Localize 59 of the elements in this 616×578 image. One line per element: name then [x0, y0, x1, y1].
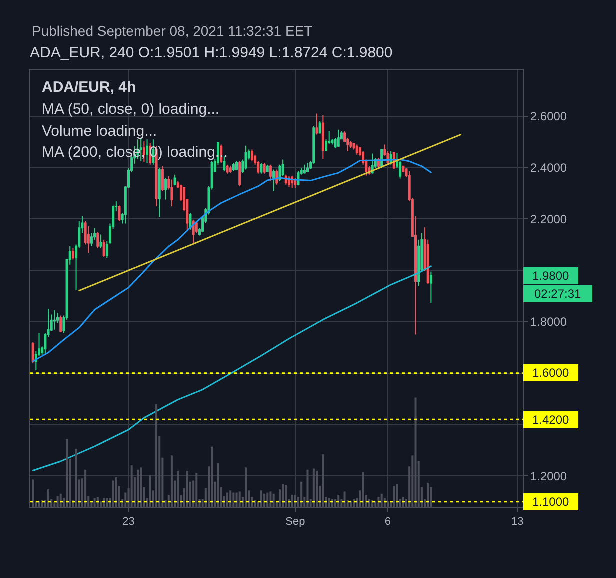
candlestick: [100, 234, 102, 249]
candlestick: [263, 162, 266, 174]
chart-title: ADA_EUR, 240 O:1.9501 H:1.9949 L:1.8724 C:1.9800: [30, 44, 393, 62]
candlestick: [303, 164, 306, 174]
candlestick: [32, 342, 34, 364]
candlestick: [316, 113, 318, 136]
ref-line-label: 1.1000: [532, 495, 570, 509]
x-tick-label: 13: [511, 516, 524, 528]
candlestick: [371, 153, 374, 174]
candlestick: [232, 162, 235, 172]
candlestick: [269, 164, 272, 182]
candlestick: [430, 271, 432, 304]
line-series: [32, 158, 432, 362]
candlestick: [322, 115, 324, 160]
candlestick: [356, 144, 358, 156]
candlestick: [53, 310, 56, 330]
candlestick: [226, 164, 229, 174]
y-tick-label: 2.4000: [530, 160, 568, 175]
x-tick-label: Sep: [286, 516, 306, 528]
candlestick: [192, 219, 195, 244]
candlestick: [266, 164, 269, 173]
candlestick: [189, 212, 192, 230]
candlestick: [161, 166, 164, 192]
text: 02:27:31: [534, 287, 582, 301]
y-tick-label: 1.8000: [530, 315, 568, 330]
annotation: MA (50, close, 0) loading...: [42, 101, 220, 118]
candlestick: [229, 165, 232, 174]
ref-line-label: 1.4200: [532, 413, 570, 427]
candlestick: [350, 140, 352, 149]
candlestick: [272, 169, 276, 192]
text: 1.9800: [532, 269, 570, 283]
annotation: ADA/EUR, 4h: [42, 79, 136, 96]
candlestick: [118, 205, 121, 222]
candlestick: [164, 178, 168, 200]
ref-line-label: 1.6000: [532, 366, 570, 380]
line-series: [32, 266, 432, 472]
y-tick-label: 2.6000: [530, 109, 568, 124]
candlestick: [318, 120, 322, 134]
candlestick: [102, 239, 106, 258]
x-tick-label: 6: [384, 516, 392, 528]
candlestick: [238, 161, 242, 187]
candlestick: [170, 179, 174, 207]
candlestick: [402, 165, 405, 173]
candlestick: [158, 168, 161, 218]
candlestick: [236, 161, 238, 172]
x-tick-label: 23: [122, 516, 135, 528]
annotation: Volume loading...: [42, 123, 158, 140]
candlestick: [260, 162, 263, 174]
y-tick-label: 1.2000: [530, 469, 568, 484]
candlestick: [60, 315, 62, 333]
y-tick-label: 2.2000: [530, 212, 568, 226]
candlestick: [306, 162, 309, 173]
candlestick: [337, 129, 340, 148]
candlestick: [72, 248, 74, 260]
candlestick: [96, 232, 100, 249]
candlestick: [244, 145, 248, 170]
chart-subtitle: Published September 08, 2021 11:32:31 EET: [32, 23, 314, 39]
candlestick: [250, 149, 254, 162]
candlestick: [174, 174, 176, 186]
